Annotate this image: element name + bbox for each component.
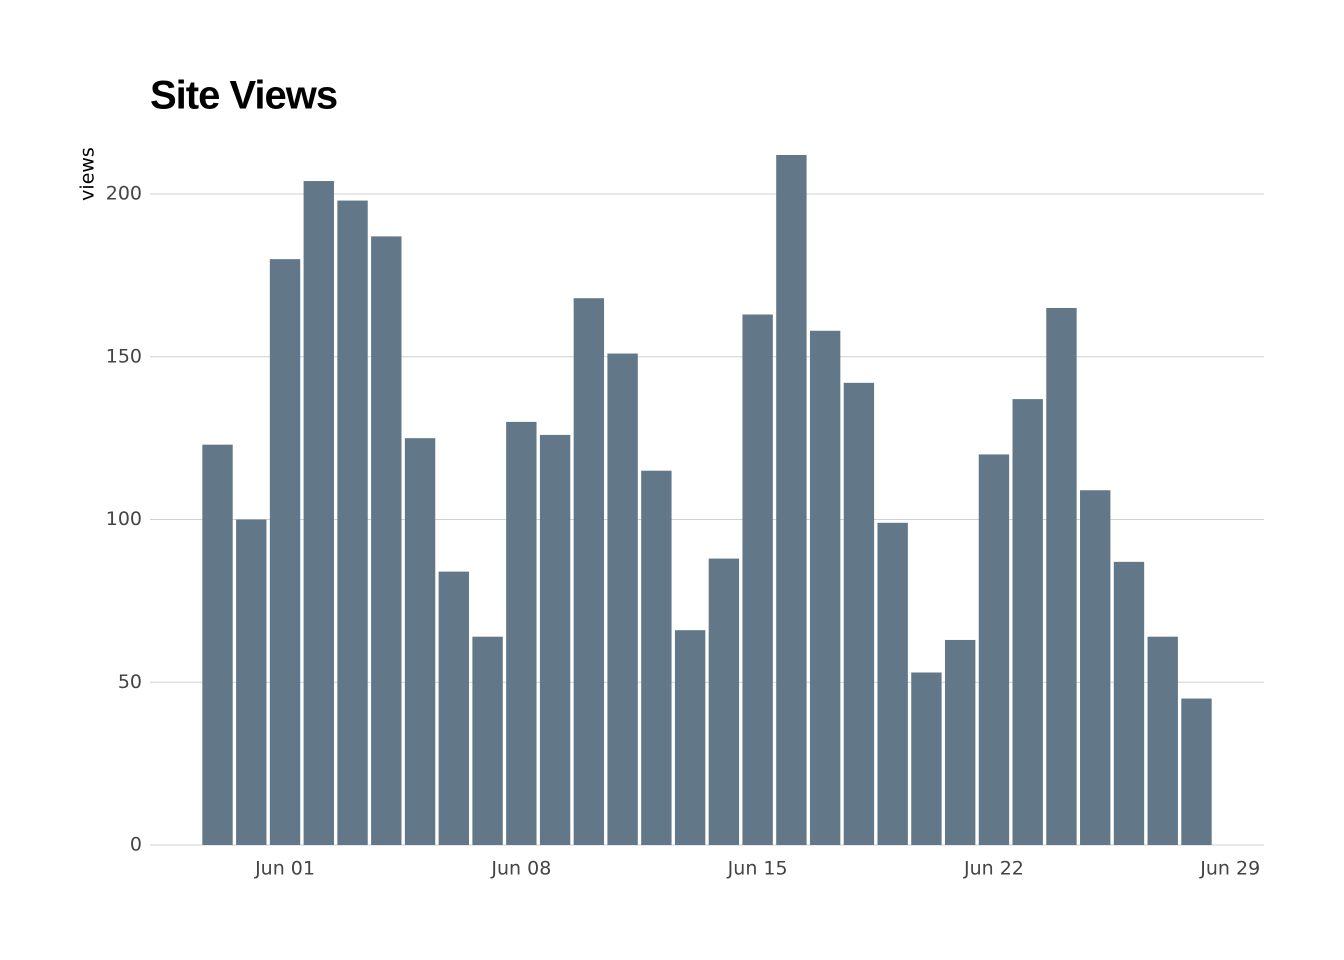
x-tick-label: Jun 29 xyxy=(1199,858,1260,880)
bar xyxy=(1080,490,1111,845)
bar xyxy=(1012,399,1043,845)
bar xyxy=(674,630,706,845)
bar xyxy=(978,454,1010,845)
bar xyxy=(776,155,807,845)
chart-title: Site Views xyxy=(150,74,337,118)
bar xyxy=(877,522,908,845)
bar xyxy=(944,639,976,845)
bar xyxy=(1046,307,1077,846)
bar xyxy=(404,438,436,845)
bar xyxy=(708,558,740,845)
x-tick-label: Jun 01 xyxy=(254,858,315,880)
bar xyxy=(269,259,301,845)
y-tick-label: 200 xyxy=(106,183,142,205)
bar xyxy=(843,382,875,845)
bar xyxy=(371,236,402,845)
bar xyxy=(1181,698,1212,845)
bar xyxy=(337,200,368,845)
y-tick-label: 50 xyxy=(118,671,142,693)
bar xyxy=(742,314,773,845)
bar xyxy=(911,672,942,845)
y-tick-label: 150 xyxy=(106,345,142,367)
bar xyxy=(1113,561,1145,845)
bar xyxy=(539,434,571,845)
y-axis-label: views xyxy=(77,147,99,201)
bar xyxy=(202,444,233,845)
x-tick-label: Jun 15 xyxy=(727,858,788,880)
bar xyxy=(303,181,334,846)
x-tick-label: Jun 22 xyxy=(963,858,1024,880)
y-tick-label: 100 xyxy=(106,508,142,530)
bar xyxy=(236,519,267,845)
bar xyxy=(472,636,503,845)
bar xyxy=(641,470,672,845)
bar xyxy=(1147,636,1178,845)
bar xyxy=(573,298,605,846)
y-tick-label: 0 xyxy=(130,834,142,856)
bar xyxy=(809,330,841,845)
bar xyxy=(438,571,470,845)
bar xyxy=(506,421,537,845)
bar xyxy=(607,353,638,845)
x-tick-label: Jun 08 xyxy=(490,858,551,880)
